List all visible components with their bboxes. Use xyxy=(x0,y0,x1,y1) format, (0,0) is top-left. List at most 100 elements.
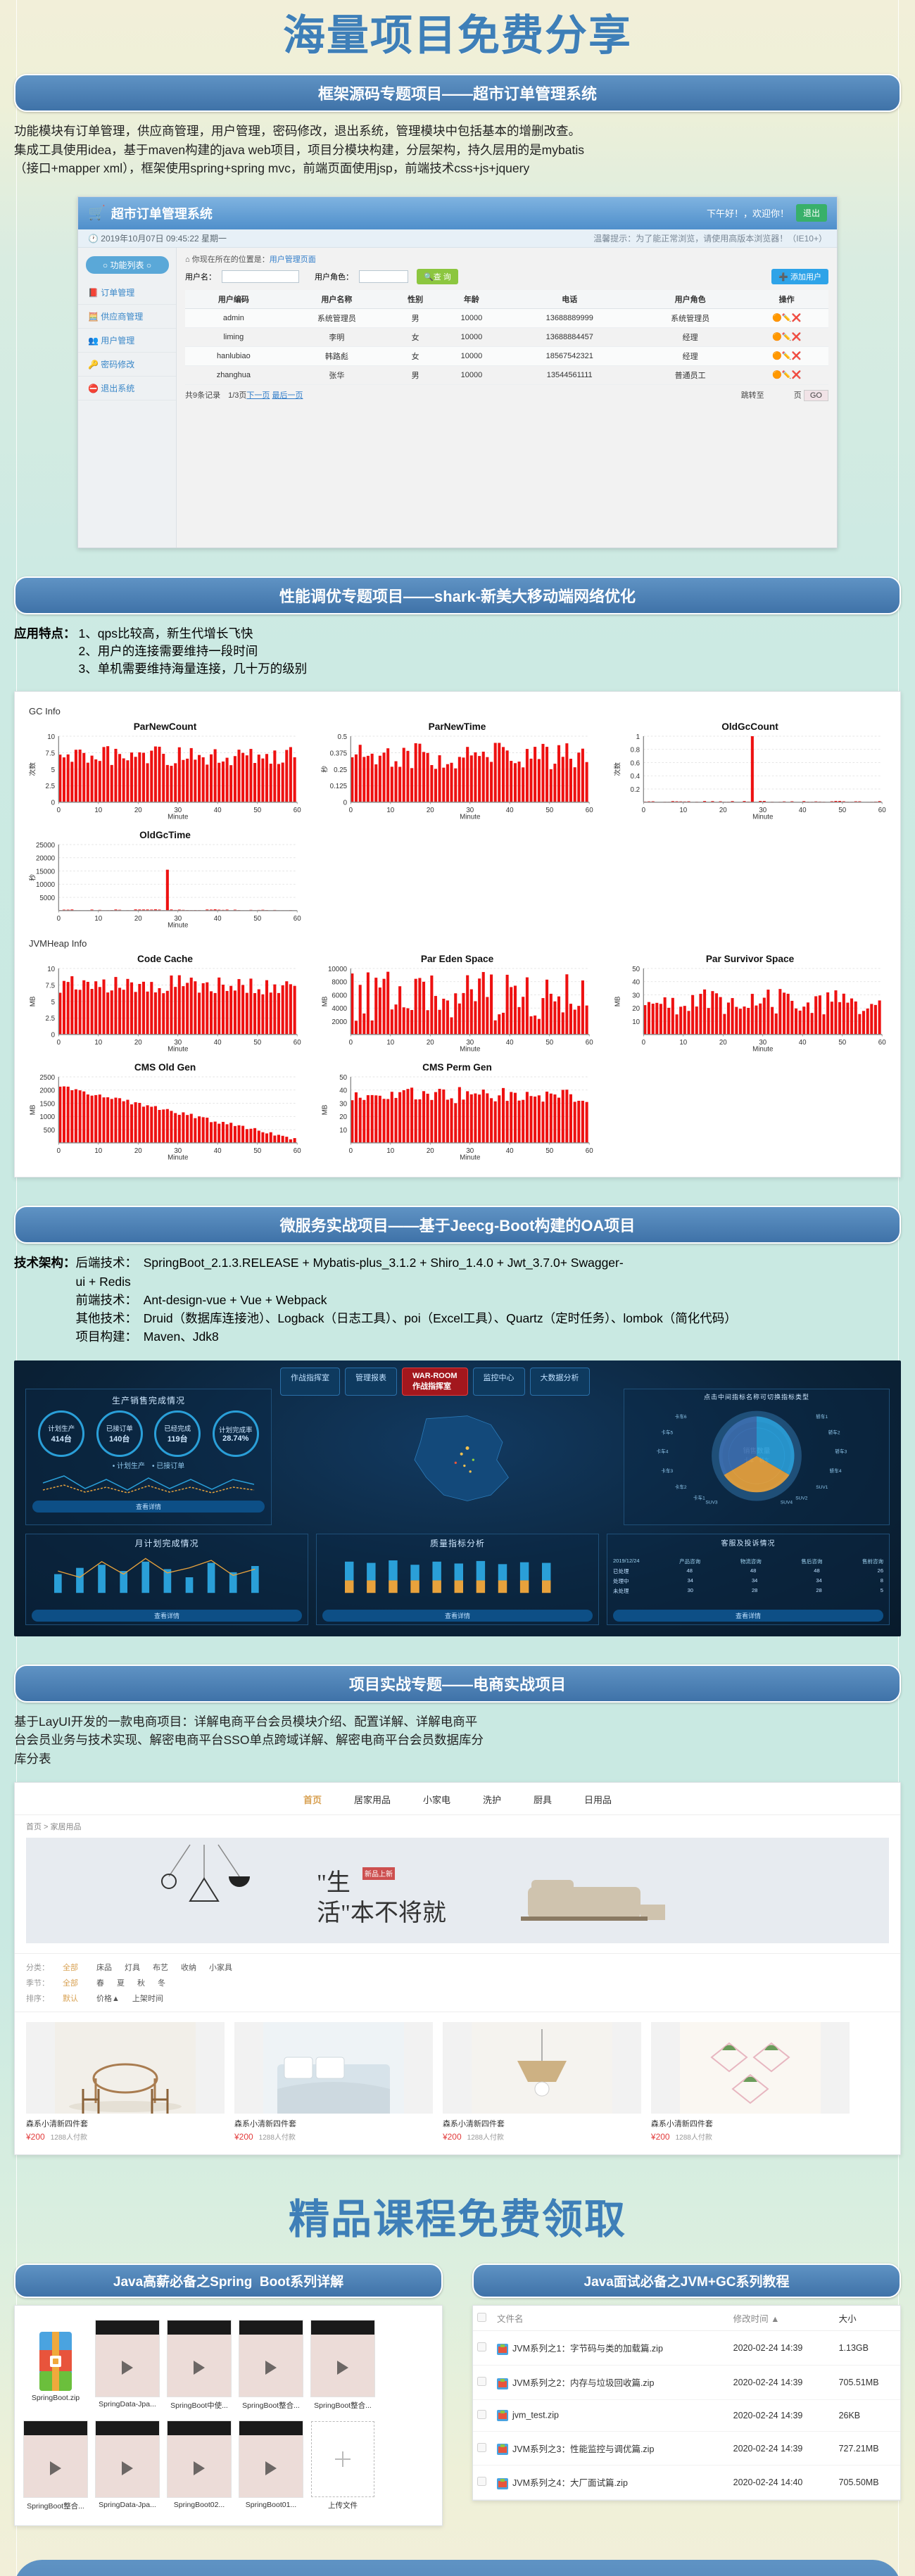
svg-text:0.5: 0.5 xyxy=(338,733,348,741)
svg-text:20: 20 xyxy=(632,1005,640,1013)
svg-text:Minute: Minute xyxy=(168,921,188,929)
svg-text:ParNewCount: ParNewCount xyxy=(134,721,197,732)
svg-text:Minute: Minute xyxy=(168,1045,188,1053)
svg-text:卡车3: 卡车3 xyxy=(661,1467,673,1473)
svg-text:2000: 2000 xyxy=(39,1087,55,1095)
svg-text:0: 0 xyxy=(642,807,646,814)
svg-text:卡车5: 卡车5 xyxy=(661,1429,673,1435)
svg-text:20: 20 xyxy=(134,915,142,923)
svg-text:20: 20 xyxy=(134,807,142,814)
svg-text:1500: 1500 xyxy=(39,1100,55,1108)
svg-text:轿车1: 轿车1 xyxy=(816,1413,828,1420)
svg-text:40: 40 xyxy=(340,1087,348,1095)
svg-text:60: 60 xyxy=(586,1147,593,1155)
svg-text:4000: 4000 xyxy=(332,1005,348,1013)
svg-text:0.6: 0.6 xyxy=(630,759,640,767)
svg-text:50: 50 xyxy=(253,915,261,923)
svg-text:2000: 2000 xyxy=(332,1018,348,1025)
svg-text:50: 50 xyxy=(546,1147,554,1155)
svg-text:50: 50 xyxy=(632,965,640,973)
svg-text:Minute: Minute xyxy=(168,813,188,821)
svg-text:ParNewTime: ParNewTime xyxy=(429,721,486,732)
svg-text:0: 0 xyxy=(57,807,61,814)
svg-text:0.25: 0.25 xyxy=(334,766,348,774)
svg-text:0: 0 xyxy=(57,1147,61,1155)
svg-text:10: 10 xyxy=(387,807,395,814)
svg-text:60: 60 xyxy=(294,915,301,923)
svg-text:SUV4: SUV4 xyxy=(781,1500,793,1505)
svg-text:SUV1: SUV1 xyxy=(816,1485,828,1490)
svg-text:20000: 20000 xyxy=(36,855,56,863)
svg-text:0.2: 0.2 xyxy=(630,786,640,794)
svg-text:30: 30 xyxy=(632,992,640,999)
svg-text:20: 20 xyxy=(427,1147,434,1155)
svg-text:卡车2: 卡车2 xyxy=(675,1484,687,1490)
svg-text:0: 0 xyxy=(57,915,61,923)
svg-text:5: 5 xyxy=(51,766,56,774)
svg-text:2.5: 2.5 xyxy=(46,1015,56,1023)
svg-text:Minute: Minute xyxy=(460,813,481,821)
svg-text:40: 40 xyxy=(214,915,222,923)
svg-text:秒: 秒 xyxy=(27,874,37,881)
svg-text:40: 40 xyxy=(214,1039,222,1047)
svg-text:10: 10 xyxy=(632,1018,640,1025)
svg-text:MB: MB xyxy=(29,996,37,1006)
svg-text:20: 20 xyxy=(340,1113,348,1121)
svg-text:20: 20 xyxy=(427,1039,434,1047)
svg-text:6000: 6000 xyxy=(332,992,348,999)
svg-text:CMS Old Gen: CMS Old Gen xyxy=(134,1062,196,1073)
svg-text:50: 50 xyxy=(253,807,261,814)
svg-text:5: 5 xyxy=(51,998,56,1006)
svg-text:2.5: 2.5 xyxy=(46,783,56,790)
svg-text:20: 20 xyxy=(719,1039,727,1047)
svg-text:SUV2: SUV2 xyxy=(795,1496,808,1501)
svg-text:Minute: Minute xyxy=(168,1154,188,1161)
svg-text:10: 10 xyxy=(94,807,102,814)
svg-text:500: 500 xyxy=(44,1127,56,1135)
svg-text:40: 40 xyxy=(214,1147,222,1155)
svg-text:60: 60 xyxy=(294,807,301,814)
svg-text:0: 0 xyxy=(349,1039,353,1047)
svg-text:20: 20 xyxy=(427,807,434,814)
svg-text:SUV3: SUV3 xyxy=(705,1500,718,1505)
svg-text:40: 40 xyxy=(799,1039,807,1047)
svg-text:7.5: 7.5 xyxy=(46,982,56,990)
svg-text:5000: 5000 xyxy=(39,895,55,902)
svg-text:卡车4: 卡车4 xyxy=(657,1448,669,1454)
svg-text:Minute: Minute xyxy=(752,813,773,821)
svg-text:20: 20 xyxy=(134,1147,142,1155)
svg-text:40: 40 xyxy=(214,807,222,814)
svg-text:1000: 1000 xyxy=(39,1113,55,1121)
svg-text:50: 50 xyxy=(253,1039,261,1047)
svg-text:50: 50 xyxy=(340,1074,348,1082)
svg-text:60: 60 xyxy=(586,807,593,814)
svg-text:10: 10 xyxy=(47,965,55,973)
svg-text:7.5: 7.5 xyxy=(46,750,56,757)
svg-text:10: 10 xyxy=(340,1127,348,1135)
svg-text:轿车3: 轿车3 xyxy=(835,1448,847,1454)
svg-text:10000: 10000 xyxy=(328,965,348,973)
svg-text:10: 10 xyxy=(679,1039,687,1047)
svg-text:60: 60 xyxy=(586,1039,593,1047)
svg-text:50: 50 xyxy=(546,1039,554,1047)
svg-text:CMS Perm Gen: CMS Perm Gen xyxy=(423,1062,493,1073)
svg-text:40: 40 xyxy=(506,1147,514,1155)
svg-text:0.375: 0.375 xyxy=(330,750,348,757)
svg-text:MB: MB xyxy=(29,1104,37,1115)
svg-text:1: 1 xyxy=(636,733,640,741)
svg-text:"生: "生 xyxy=(317,1869,351,1896)
svg-text:新品上新: 新品上新 xyxy=(365,1869,393,1879)
svg-text:30: 30 xyxy=(340,1100,348,1108)
svg-text:0: 0 xyxy=(51,1031,56,1039)
svg-text:MB: MB xyxy=(322,996,329,1006)
svg-text:10: 10 xyxy=(94,915,102,923)
svg-text:秒: 秒 xyxy=(320,766,329,773)
svg-text:活"本不将就: 活"本不将就 xyxy=(317,1900,446,1926)
svg-text:10: 10 xyxy=(679,807,687,814)
svg-text:50: 50 xyxy=(546,807,554,814)
svg-text:轿车4: 轿车4 xyxy=(830,1467,842,1473)
svg-text:15000: 15000 xyxy=(36,869,56,876)
svg-text:0.4: 0.4 xyxy=(630,773,640,781)
svg-text:10000: 10000 xyxy=(36,881,56,889)
svg-text:卡车1: 卡车1 xyxy=(693,1494,705,1501)
